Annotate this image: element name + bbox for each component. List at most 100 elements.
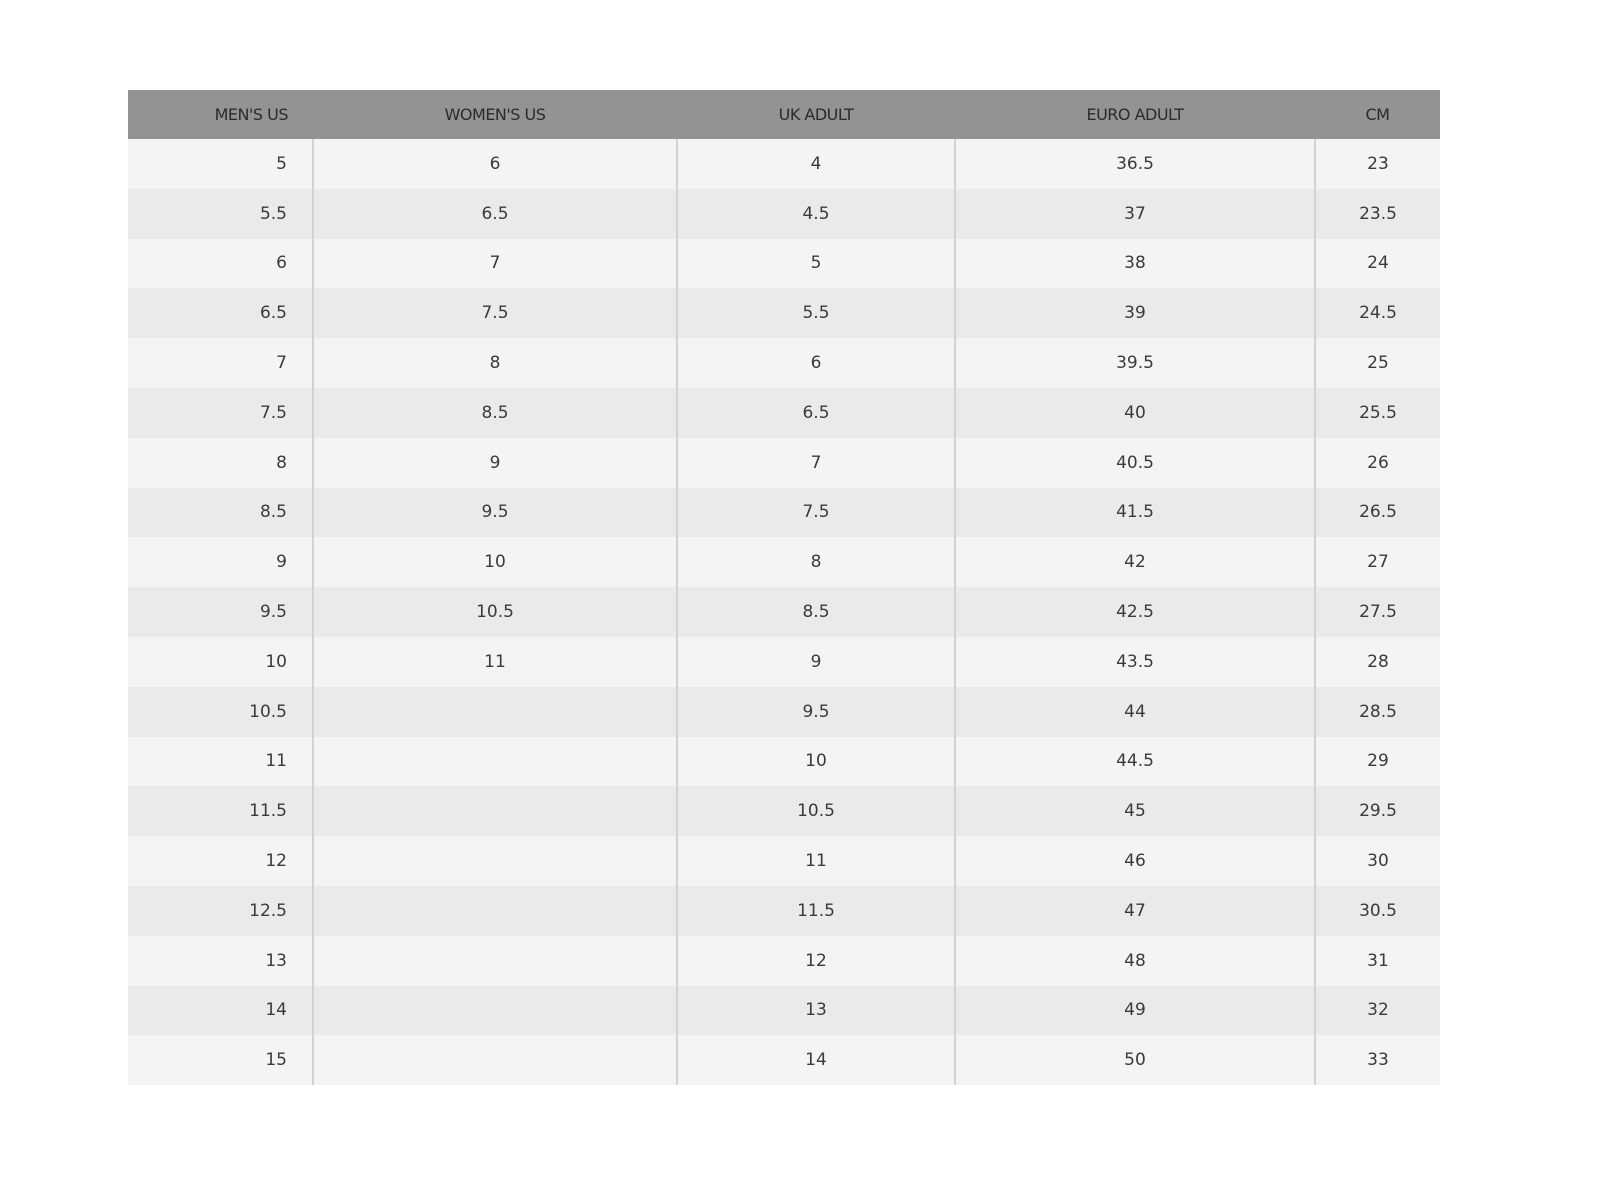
table-row: 12 11 46 30 (128, 836, 1440, 886)
cell-mens-us: 7 (128, 338, 313, 388)
cell-womens-us: 8.5 (312, 387, 677, 438)
cell-euro-adult: 40 (954, 387, 1315, 438)
cell-mens-us: 14 (128, 985, 313, 1036)
cell-cm: 29 (1314, 736, 1440, 787)
cell-womens-us (312, 985, 677, 1036)
cell-uk-adult: 9.5 (676, 686, 955, 737)
cell-cm: 24.5 (1314, 288, 1440, 339)
cell-womens-us: 6 (312, 139, 677, 189)
cell-euro-adult: 42 (954, 537, 1315, 588)
header-row: MEN'S US WOMEN'S US UK ADULT EURO ADULT … (128, 90, 1440, 139)
cell-euro-adult: 41.5 (954, 487, 1315, 538)
table-row: 10 11 9 43.5 28 (128, 636, 1440, 687)
header-mens-us: MEN'S US (128, 90, 313, 139)
cell-euro-adult: 39.5 (954, 338, 1315, 388)
cell-mens-us: 15 (128, 1035, 313, 1086)
cell-uk-adult: 14 (676, 1035, 955, 1086)
cell-euro-adult: 43.5 (954, 636, 1315, 687)
cell-mens-us: 9.5 (128, 587, 313, 637)
cell-mens-us: 6 (128, 238, 313, 289)
cell-womens-us (312, 1035, 677, 1086)
cell-euro-adult: 49 (954, 985, 1315, 1036)
cell-euro-adult: 42.5 (954, 587, 1315, 637)
cell-womens-us (312, 786, 677, 837)
cell-uk-adult: 13 (676, 985, 955, 1036)
cell-cm: 28.5 (1314, 686, 1440, 737)
cell-womens-us (312, 885, 677, 936)
header-womens-us: WOMEN'S US (313, 90, 677, 139)
cell-mens-us: 11.5 (128, 786, 313, 837)
cell-cm: 23.5 (1314, 188, 1440, 239)
header-uk-adult: UK ADULT (677, 90, 955, 139)
cell-uk-adult: 7.5 (676, 487, 955, 538)
cell-womens-us (312, 686, 677, 737)
table-row: 6 7 5 38 24 (128, 238, 1440, 289)
cell-cm: 26.5 (1314, 487, 1440, 538)
table-row: 7.5 8.5 6.5 40 25.5 (128, 387, 1440, 438)
cell-uk-adult: 7 (676, 437, 955, 488)
table-row: 15 14 50 33 (128, 1035, 1440, 1086)
cell-cm: 27 (1314, 537, 1440, 588)
table-row: 11.5 10.5 45 29.5 (128, 786, 1440, 837)
cell-mens-us: 13 (128, 935, 313, 986)
table-row: 8.5 9.5 7.5 41.5 26.5 (128, 487, 1440, 538)
cell-cm: 30 (1314, 836, 1440, 886)
cell-uk-adult: 10 (676, 736, 955, 787)
cell-cm: 25 (1314, 338, 1440, 388)
cell-cm: 32 (1314, 985, 1440, 1036)
cell-mens-us: 5.5 (128, 188, 313, 239)
cell-uk-adult: 8 (676, 537, 955, 588)
header-cm: CM (1315, 90, 1440, 139)
cell-euro-adult: 48 (954, 935, 1315, 986)
cell-uk-adult: 11 (676, 836, 955, 886)
cell-uk-adult: 5 (676, 238, 955, 289)
table-row: 14 13 49 32 (128, 985, 1440, 1036)
table-row: 11 10 44.5 29 (128, 736, 1440, 787)
cell-uk-adult: 12 (676, 935, 955, 986)
cell-mens-us: 10.5 (128, 686, 313, 737)
table-row: 12.5 11.5 47 30.5 (128, 885, 1440, 936)
cell-cm: 33 (1314, 1035, 1440, 1086)
cell-mens-us: 5 (128, 139, 313, 189)
cell-euro-adult: 44.5 (954, 736, 1315, 787)
cell-cm: 24 (1314, 238, 1440, 289)
cell-womens-us: 6.5 (312, 188, 677, 239)
table-row: 7 8 6 39.5 25 (128, 338, 1440, 388)
table-row: 9.5 10.5 8.5 42.5 27.5 (128, 587, 1440, 637)
cell-cm: 30.5 (1314, 885, 1440, 936)
cell-euro-adult: 46 (954, 836, 1315, 886)
cell-womens-us: 7 (312, 238, 677, 289)
cell-cm: 26 (1314, 437, 1440, 488)
cell-mens-us: 8.5 (128, 487, 313, 538)
table-row: 6.5 7.5 5.5 39 24.5 (128, 288, 1440, 339)
cell-mens-us: 6.5 (128, 288, 313, 339)
cell-uk-adult: 8.5 (676, 587, 955, 637)
table-row: 5 6 4 36.5 23 (128, 139, 1440, 189)
cell-uk-adult: 10.5 (676, 786, 955, 837)
table-row: 10.5 9.5 44 28.5 (128, 686, 1440, 737)
cell-uk-adult: 11.5 (676, 885, 955, 936)
cell-euro-adult: 39 (954, 288, 1315, 339)
cell-uk-adult: 6.5 (676, 387, 955, 438)
cell-uk-adult: 5.5 (676, 288, 955, 339)
cell-mens-us: 8 (128, 437, 313, 488)
cell-womens-us (312, 836, 677, 886)
table-row: 5.5 6.5 4.5 37 23.5 (128, 188, 1440, 239)
cell-womens-us: 8 (312, 338, 677, 388)
cell-cm: 25.5 (1314, 387, 1440, 438)
cell-euro-adult: 36.5 (954, 139, 1315, 189)
cell-cm: 28 (1314, 636, 1440, 687)
cell-euro-adult: 40.5 (954, 437, 1315, 488)
cell-euro-adult: 37 (954, 188, 1315, 239)
cell-uk-adult: 4.5 (676, 188, 955, 239)
table-row: 13 12 48 31 (128, 935, 1440, 986)
cell-euro-adult: 47 (954, 885, 1315, 936)
table-row: 9 10 8 42 27 (128, 537, 1440, 588)
cell-womens-us: 10 (312, 537, 677, 588)
cell-womens-us: 7.5 (312, 288, 677, 339)
cell-mens-us: 12 (128, 836, 313, 886)
cell-euro-adult: 44 (954, 686, 1315, 737)
cell-womens-us: 9.5 (312, 487, 677, 538)
cell-mens-us: 7.5 (128, 387, 313, 438)
cell-cm: 27.5 (1314, 587, 1440, 637)
